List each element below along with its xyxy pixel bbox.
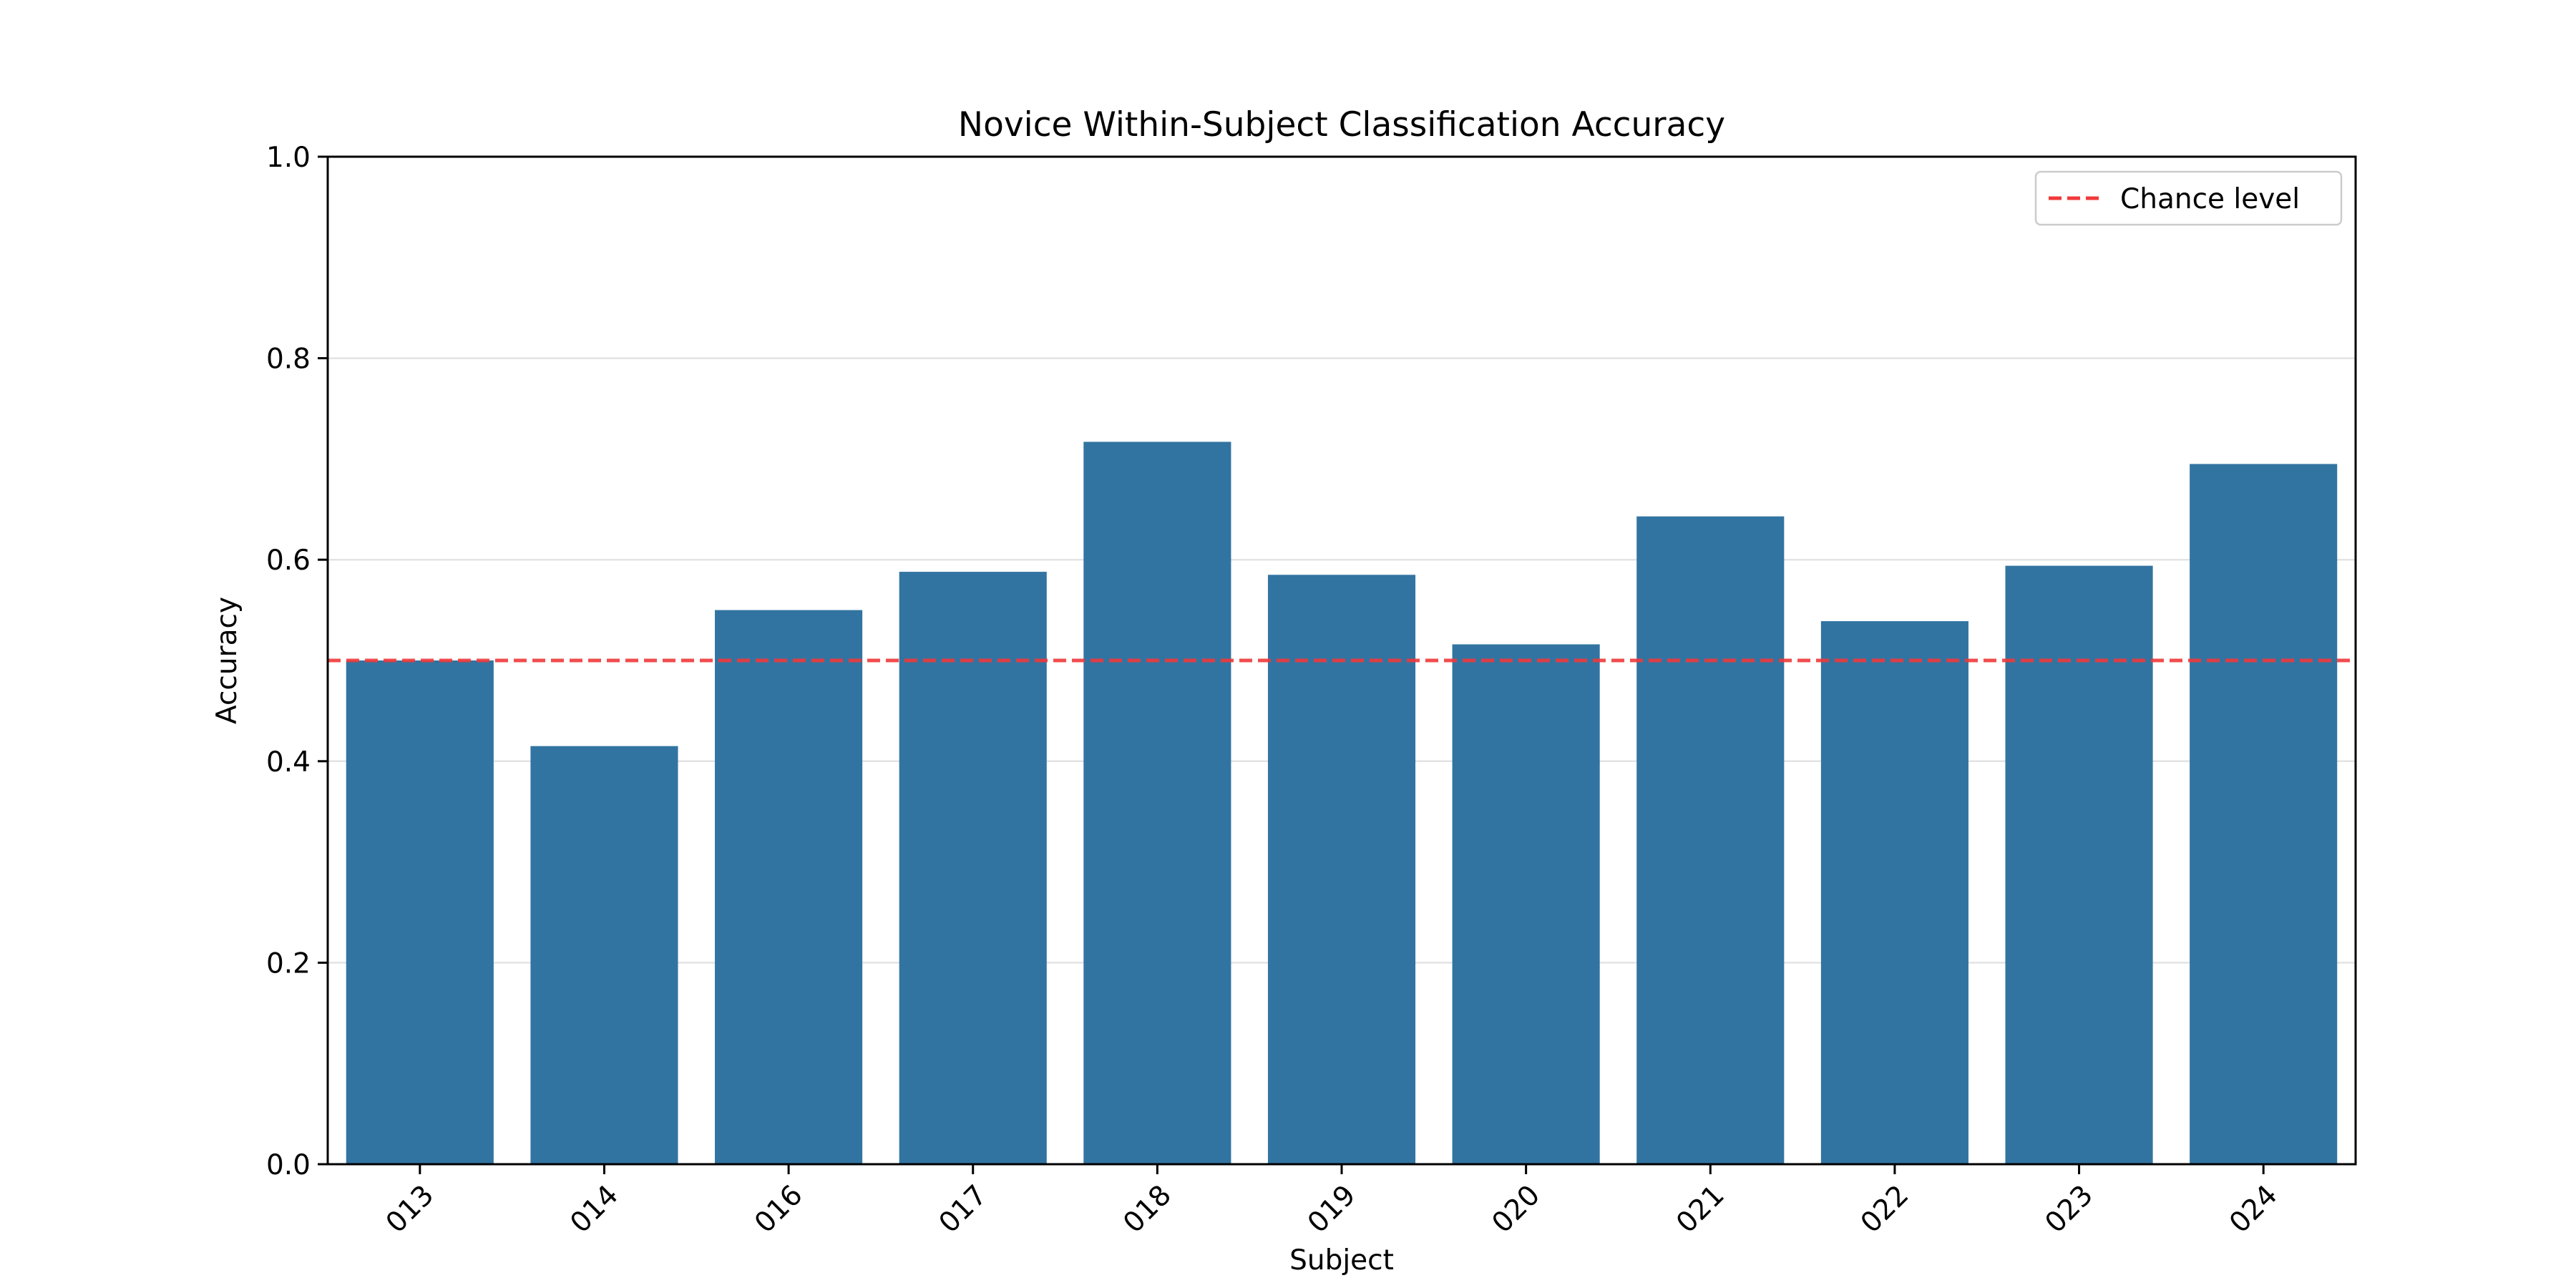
y-tick-label: 0.8 — [266, 343, 311, 376]
legend-label-chance-level: Chance level — [2120, 183, 2300, 215]
bar-020 — [1452, 644, 1600, 1164]
bar-013 — [346, 660, 494, 1164]
legend-box — [2034, 170, 2343, 226]
bar-024 — [2190, 464, 2338, 1164]
bar-023 — [2005, 565, 2153, 1164]
bar-022 — [1820, 621, 1968, 1164]
bar-016 — [715, 610, 863, 1164]
y-tick-label: 0.0 — [266, 1149, 311, 1181]
bar-014 — [530, 746, 678, 1164]
y-axis-label: Accuracy — [211, 597, 243, 724]
y-tick-label: 0.6 — [266, 545, 311, 577]
bar-017 — [899, 572, 1047, 1164]
bars — [346, 441, 2338, 1164]
y-tick-label: 0.4 — [266, 746, 311, 779]
x-axis-label: Subject — [1289, 1244, 1394, 1277]
bar-021 — [1636, 516, 1785, 1164]
y-axis-ticks: 0.0 0.2 0.4 0.6 0.8 1.0 — [266, 142, 328, 1181]
bar-019 — [1267, 575, 1416, 1164]
chart-title: Novice Within-Subject Classification Acc… — [958, 105, 1725, 145]
legend: Chance level — [2034, 170, 2343, 226]
bar-018 — [1083, 441, 1231, 1164]
y-tick-label: 0.2 — [266, 947, 311, 980]
y-tick-label: 1.0 — [266, 142, 311, 174]
